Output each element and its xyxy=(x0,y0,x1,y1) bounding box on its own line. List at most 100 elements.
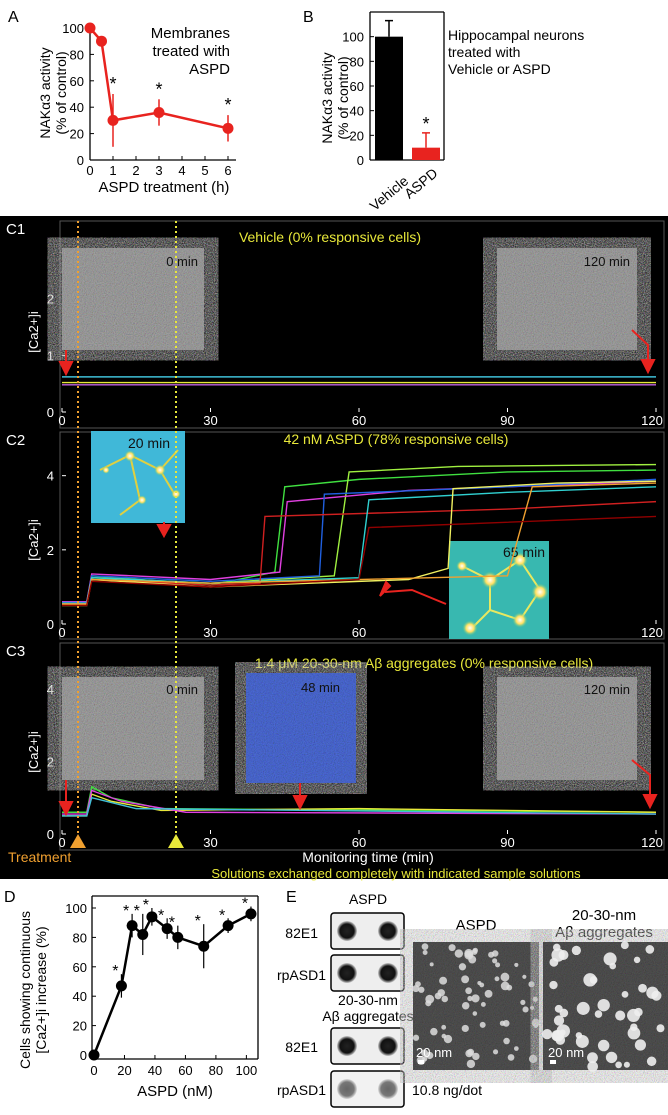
em-particle xyxy=(514,962,519,968)
em-particle xyxy=(464,948,474,958)
c1-inset-end-time: 120 min xyxy=(584,254,630,269)
a-point xyxy=(96,35,107,47)
c3-inset-48min: 48 min xyxy=(246,673,356,783)
c1-x-ticks: 0 30 60 90 120 xyxy=(58,408,663,428)
b-ytick-label: 100 xyxy=(342,30,364,45)
em-particle xyxy=(597,998,610,1012)
panel-d-y-ticks: 0 20 40 60 80 100 xyxy=(65,901,96,1063)
panel-a-ylabel-line2: (% of control) xyxy=(53,51,69,134)
d-significance-star: * xyxy=(195,913,201,930)
em-particle xyxy=(480,1001,486,1007)
c-xtick-label: 30 xyxy=(203,625,217,640)
em-title-aspd: ASPD xyxy=(456,917,497,934)
exchange-arrowhead xyxy=(168,834,184,848)
d-ytick-label: 20 xyxy=(73,1019,87,1034)
d-significance-star: * xyxy=(123,903,129,920)
d-significance-star: * xyxy=(134,903,140,920)
c3-traces xyxy=(62,785,657,817)
c2-inset-20min-time: 20 min xyxy=(128,435,170,451)
em-particle xyxy=(623,1061,630,1068)
panel-a-label: A xyxy=(8,9,19,26)
d-xtick-label: 80 xyxy=(209,1063,223,1078)
c-ytick-label: 2 xyxy=(47,292,54,307)
c2-title: 42 nM ASPD (78% responsive cells) xyxy=(284,431,509,447)
em-title-ab-line2: Aβ aggregates xyxy=(555,924,653,941)
c3-frame xyxy=(59,642,665,851)
c2-inset-65min: 65 min xyxy=(449,541,549,639)
em-particle xyxy=(492,958,498,964)
a-ytick-label: 60 xyxy=(70,74,84,89)
panel-a-series: * * * xyxy=(84,22,234,147)
blot-antibody-rpasd1-bottom: rpASD1 xyxy=(277,1082,326,1098)
c-xtick-label: 30 xyxy=(203,835,217,850)
d-xtick-label: 100 xyxy=(236,1063,258,1078)
d-point xyxy=(198,940,210,952)
em-particle xyxy=(634,1039,647,1051)
em-particle xyxy=(443,1034,453,1044)
em-particle xyxy=(638,983,647,993)
em-particle xyxy=(533,1023,539,1029)
em-particle xyxy=(454,949,464,958)
em-particle xyxy=(466,1059,476,1069)
em-title-ab-line1: 20-30-nm xyxy=(572,907,636,924)
em-particle xyxy=(594,1010,603,1018)
a-xtick-label: 4 xyxy=(178,163,185,178)
c-xtick-label: 30 xyxy=(203,413,217,428)
em-particle xyxy=(471,994,480,1003)
em-particle xyxy=(620,941,629,950)
a-xtick-label: 1 xyxy=(109,163,116,178)
panel-b: B 0 20 40 60 80 100 * NAKα3 activity (% of co… xyxy=(303,9,584,214)
c-footnote: Solutions exchanged completely with indi… xyxy=(211,866,581,881)
em-particle xyxy=(461,975,470,984)
panel-a-x-ticks: 0 1 2 3 4 5 6 xyxy=(86,156,232,178)
c-ytick-label: 0 xyxy=(47,617,54,632)
c1-inset-start: 0 min xyxy=(62,248,204,350)
em-particle xyxy=(633,956,641,964)
c3-inset-start-time: 0 min xyxy=(166,682,198,697)
em-particle xyxy=(441,1024,447,1030)
em-particle xyxy=(461,1001,470,1010)
em-particle xyxy=(495,962,501,968)
c3-inset-end-time: 120 min xyxy=(584,682,630,697)
d-point xyxy=(161,923,173,935)
c-xtick-label: 90 xyxy=(500,413,514,428)
c-ytick-label: 2 xyxy=(47,755,54,770)
em-particle xyxy=(472,1052,480,1061)
em-particle xyxy=(522,1006,529,1013)
d-point xyxy=(146,911,158,923)
panel-c: C1 C2 C3 Vehicle (0% responsive cells) 4… xyxy=(0,216,668,881)
d-point xyxy=(245,908,257,920)
panel-a-y-ticks: 0 20 40 60 80 100 xyxy=(62,21,94,168)
b-ytick-label: 60 xyxy=(350,79,364,94)
em-particle xyxy=(430,1027,438,1036)
d-significance-star: * xyxy=(112,963,118,980)
a-significance-star: * xyxy=(224,95,231,115)
d-significance-star: * xyxy=(242,896,248,913)
em-particle xyxy=(615,1061,622,1069)
d-point xyxy=(172,931,184,943)
panel-d-x-ticks: 0 20 40 60 80 100 xyxy=(90,1055,257,1078)
em-particle xyxy=(583,973,597,987)
d-xtick-label: 20 xyxy=(117,1063,131,1078)
em-particle xyxy=(605,1051,618,1064)
em-particle xyxy=(615,1010,626,1021)
calcium-trace xyxy=(62,796,657,817)
panel-b-ylabel-line1: NAKα3 activity xyxy=(319,52,335,143)
em-particle xyxy=(542,1029,553,1040)
em-particle xyxy=(421,943,429,950)
em-particle xyxy=(559,1008,569,1018)
a-significance-star: * xyxy=(109,74,116,94)
em-particle xyxy=(484,989,493,998)
panel-b-label: B xyxy=(303,9,314,26)
em-particle xyxy=(549,980,558,990)
em-particle xyxy=(549,957,559,967)
d-ytick-label: 40 xyxy=(73,989,87,1004)
calcium-trace xyxy=(62,515,657,607)
a-ytick-label: 0 xyxy=(77,153,84,168)
panel-c3-label: C3 xyxy=(6,643,25,660)
d-ytick-label: 100 xyxy=(65,901,87,916)
a-ytick-label: 80 xyxy=(70,47,84,62)
dot-blot-title-ab-line2: Aβ aggregates xyxy=(322,1008,413,1024)
em-particle xyxy=(571,945,581,956)
c1-ylabel: [Ca2+]i xyxy=(26,311,41,353)
